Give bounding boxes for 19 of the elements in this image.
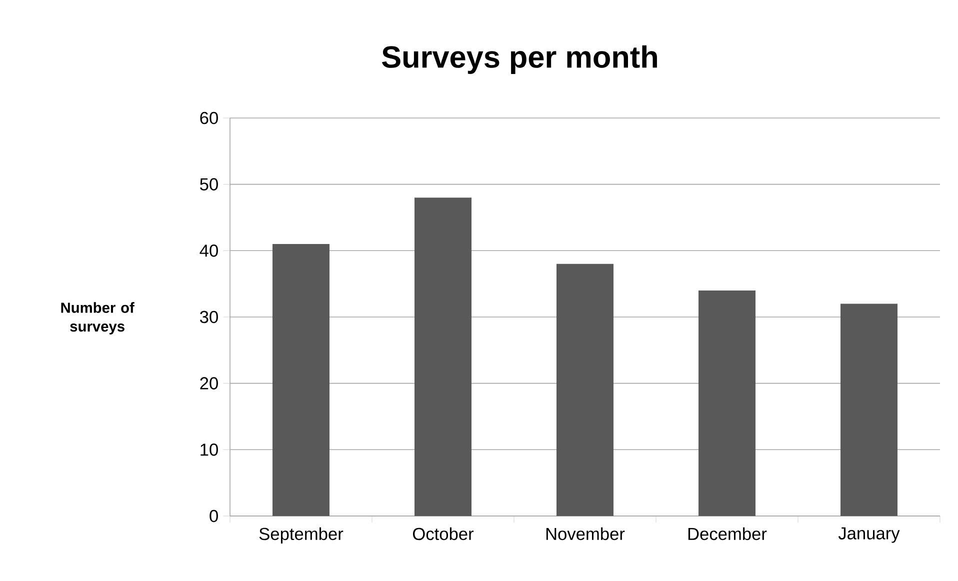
y-tick-label: 0 (210, 510, 218, 522)
bar (272, 244, 330, 516)
y-tick-label: 20 (200, 377, 218, 390)
x-tick-label: October (412, 527, 474, 540)
y-tick-label: 10 (200, 444, 218, 456)
bar (840, 304, 898, 516)
y-tick-label: 30 (200, 310, 218, 324)
x-tick-label: November (546, 527, 625, 540)
x-tick-label: December (688, 527, 767, 540)
y-axis-title: Number of surveys (61, 302, 134, 334)
bar (414, 198, 472, 516)
bar (698, 290, 756, 516)
y-tick-label: 60 (200, 112, 218, 124)
y-tick-label: 50 (200, 178, 218, 190)
bar (556, 264, 614, 516)
x-tick-label: September (259, 527, 344, 544)
chart-title: Surveys per month (382, 45, 657, 74)
y-tick-label: 40 (200, 244, 218, 257)
x-tick-label: January (838, 527, 900, 543)
